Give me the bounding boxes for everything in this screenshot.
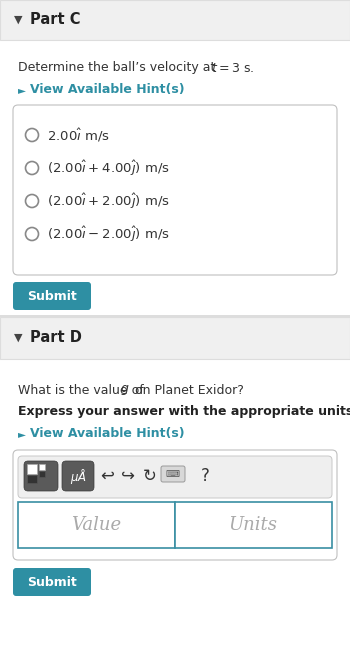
Text: ↪: ↪ xyxy=(121,467,135,485)
Text: Submit: Submit xyxy=(27,289,77,302)
Circle shape xyxy=(26,162,38,175)
Circle shape xyxy=(26,228,38,241)
Text: Value: Value xyxy=(71,516,121,534)
Text: ▼: ▼ xyxy=(14,15,22,25)
Text: Determine the ball’s velocity at: Determine the ball’s velocity at xyxy=(18,62,219,75)
Text: $\mu\AA$: $\mu\AA$ xyxy=(70,467,86,485)
FancyBboxPatch shape xyxy=(13,568,91,596)
Text: ⌨: ⌨ xyxy=(166,469,180,479)
FancyBboxPatch shape xyxy=(161,466,185,482)
Text: Submit: Submit xyxy=(27,576,77,589)
Bar xyxy=(27,475,37,483)
Bar xyxy=(0,0,350,40)
Text: on Planet Exidor?: on Planet Exidor? xyxy=(131,384,244,397)
Bar xyxy=(18,502,175,548)
Text: Units: Units xyxy=(229,516,278,534)
Text: $2.00\hat{\imath}$ m/s: $2.00\hat{\imath}$ m/s xyxy=(47,127,110,143)
Text: ►: ► xyxy=(18,429,26,439)
Text: $t = 3$ s.: $t = 3$ s. xyxy=(211,62,254,75)
Text: $(2.00\hat{\imath} + 2.00\hat{\jmath})$ m/s: $(2.00\hat{\imath} + 2.00\hat{\jmath})$ … xyxy=(47,191,170,210)
FancyBboxPatch shape xyxy=(18,456,332,498)
Bar xyxy=(0,317,350,359)
Circle shape xyxy=(26,195,38,208)
Bar xyxy=(39,464,45,470)
Text: ▼: ▼ xyxy=(14,333,22,343)
FancyBboxPatch shape xyxy=(13,450,337,560)
Text: View Available Hint(s): View Available Hint(s) xyxy=(30,428,185,441)
Bar xyxy=(27,464,37,474)
Text: ↩: ↩ xyxy=(100,467,114,485)
Circle shape xyxy=(26,129,38,141)
Text: Part C: Part C xyxy=(30,12,80,27)
Text: $(2.00\hat{\imath} - 2.00\hat{\jmath})$ m/s: $(2.00\hat{\imath} - 2.00\hat{\jmath})$ … xyxy=(47,225,170,243)
FancyBboxPatch shape xyxy=(24,461,58,491)
Text: ►: ► xyxy=(18,85,26,95)
Text: ?: ? xyxy=(201,467,209,485)
Bar xyxy=(0,359,350,649)
Text: ↻: ↻ xyxy=(143,467,157,485)
Text: Express your answer with the appropriate units.: Express your answer with the appropriate… xyxy=(18,406,350,419)
Bar xyxy=(0,315,350,317)
Bar xyxy=(0,40,350,310)
FancyBboxPatch shape xyxy=(62,461,94,491)
Text: $g$: $g$ xyxy=(120,383,130,397)
FancyBboxPatch shape xyxy=(13,282,91,310)
Bar xyxy=(39,471,45,477)
Text: $(2.00\hat{\imath} + 4.00\hat{\jmath})$ m/s: $(2.00\hat{\imath} + 4.00\hat{\jmath})$ … xyxy=(47,158,170,178)
Bar xyxy=(18,502,332,548)
Text: Part D: Part D xyxy=(30,330,82,345)
Text: What is the value of: What is the value of xyxy=(18,384,148,397)
Text: View Available Hint(s): View Available Hint(s) xyxy=(30,84,185,97)
FancyBboxPatch shape xyxy=(13,105,337,275)
Bar xyxy=(175,502,332,548)
